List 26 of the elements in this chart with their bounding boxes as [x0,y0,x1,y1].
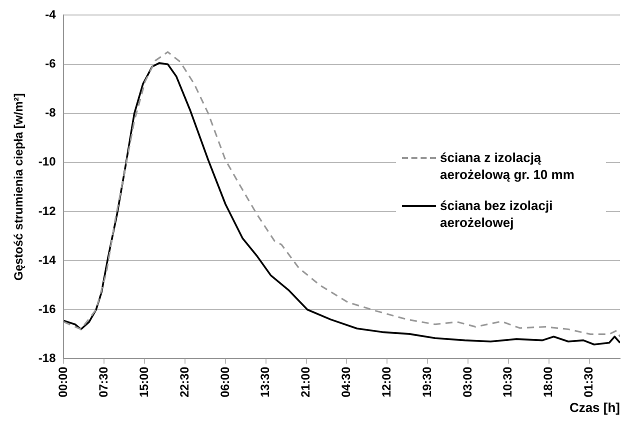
y-tick-label: -16 [38,302,56,316]
y-tick-label: -18 [38,351,56,366]
x-tick-label: 07:30 [96,366,110,398]
x-axis-title: Czas [h] [569,400,620,415]
legend-label: ściana bez izolacji aerożelowej [440,196,554,231]
x-tick-label: 18:00 [541,366,556,398]
x-tick-label: 10:30 [500,366,515,398]
y-tick-label: -14 [38,252,56,267]
x-tick-label: 12:00 [379,366,394,398]
y-tick-label: -4 [45,8,56,22]
x-tick-label: 04:30 [339,366,354,398]
x-tick-label: 22:30 [177,366,192,398]
legend-label: ściana z izolacją aerożelową gr. 10 mm [440,148,576,183]
x-tick-label: 03:00 [460,366,474,398]
x-tick-label: 01:30 [582,366,596,398]
y-tick-label: -6 [45,56,56,71]
x-tick-label: 19:30 [420,366,434,398]
y-tick-label: -8 [45,106,56,120]
y-tick-label: -12 [38,204,56,218]
y-axis-title: Gęstość strumienia ciepła [w/m²] [12,93,26,281]
x-tick-label: 06:00 [218,366,232,398]
x-tick-label: 21:00 [298,366,313,398]
x-tick-label: 15:00 [136,366,151,398]
x-tick-label: 13:30 [258,366,272,398]
x-tick-label: 00:00 [56,366,70,398]
y-tick-label: -10 [38,154,56,169]
